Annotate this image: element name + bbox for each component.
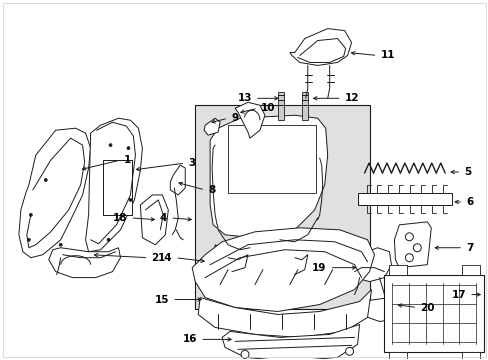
Circle shape (127, 147, 130, 150)
Bar (301, 92, 307, 120)
Text: 7: 7 (465, 243, 472, 253)
Text: 20: 20 (420, 302, 434, 312)
Circle shape (405, 233, 412, 241)
Bar (357, 193, 451, 205)
Bar (461, 352, 479, 360)
Circle shape (412, 244, 421, 252)
Text: 6: 6 (465, 197, 472, 207)
Bar (388, 265, 407, 275)
Text: 1: 1 (123, 155, 130, 165)
Polygon shape (85, 118, 142, 252)
Text: 17: 17 (450, 289, 465, 300)
Circle shape (109, 144, 112, 147)
Text: 16: 16 (183, 334, 197, 345)
Bar (388, 352, 407, 360)
Bar (195, 105, 369, 310)
Polygon shape (394, 222, 430, 268)
Text: 12: 12 (344, 93, 358, 103)
Circle shape (405, 254, 412, 262)
Circle shape (345, 347, 353, 355)
Circle shape (29, 213, 32, 216)
Text: 9: 9 (230, 113, 238, 123)
Bar (384, 275, 483, 352)
Text: 11: 11 (380, 50, 394, 60)
Bar (227, 125, 315, 193)
Polygon shape (212, 240, 324, 296)
Polygon shape (235, 102, 264, 138)
Circle shape (129, 198, 132, 201)
Text: 8: 8 (208, 185, 215, 195)
Polygon shape (203, 118, 220, 135)
Bar (461, 265, 479, 275)
Circle shape (59, 243, 62, 246)
Text: 18: 18 (113, 213, 127, 223)
Text: 14: 14 (157, 253, 172, 263)
Bar (102, 160, 132, 215)
Polygon shape (347, 248, 390, 282)
Polygon shape (222, 324, 359, 360)
Text: 3: 3 (188, 158, 195, 168)
Circle shape (44, 179, 47, 181)
Text: 15: 15 (155, 294, 169, 305)
Text: 13: 13 (237, 93, 251, 103)
Polygon shape (49, 248, 120, 278)
Text: 2: 2 (151, 253, 158, 263)
Polygon shape (210, 115, 327, 238)
Polygon shape (19, 128, 90, 258)
Bar (277, 92, 283, 120)
Circle shape (107, 238, 110, 241)
Text: 4: 4 (160, 213, 167, 223)
Polygon shape (198, 289, 371, 337)
Polygon shape (289, 28, 351, 66)
Polygon shape (359, 298, 397, 321)
Polygon shape (170, 165, 185, 195)
Circle shape (241, 350, 248, 358)
Polygon shape (140, 195, 168, 245)
Polygon shape (192, 228, 374, 311)
Text: 19: 19 (312, 263, 326, 273)
Circle shape (27, 238, 30, 241)
Text: 10: 10 (261, 103, 275, 113)
Text: 5: 5 (463, 167, 470, 177)
